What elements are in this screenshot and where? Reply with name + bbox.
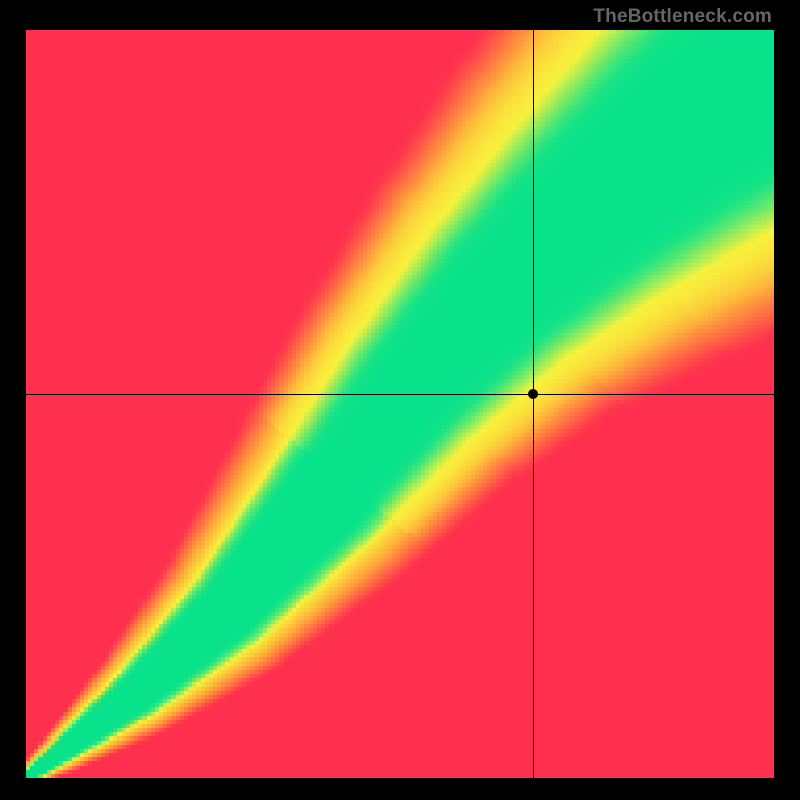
crosshair-vertical [533,30,534,778]
plot-area [26,30,774,778]
crosshair-horizontal [26,394,774,395]
chart-frame: TheBottleneck.com [0,0,800,800]
watermark-text: TheBottleneck.com [593,6,772,28]
bottleneck-heatmap [26,30,774,778]
